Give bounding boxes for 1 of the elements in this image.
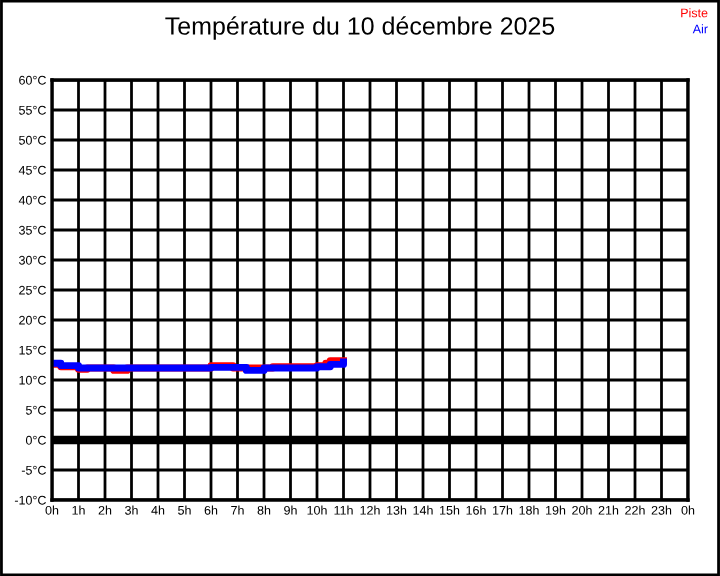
chart-title: Température du 10 décembre 2025 (165, 16, 555, 40)
